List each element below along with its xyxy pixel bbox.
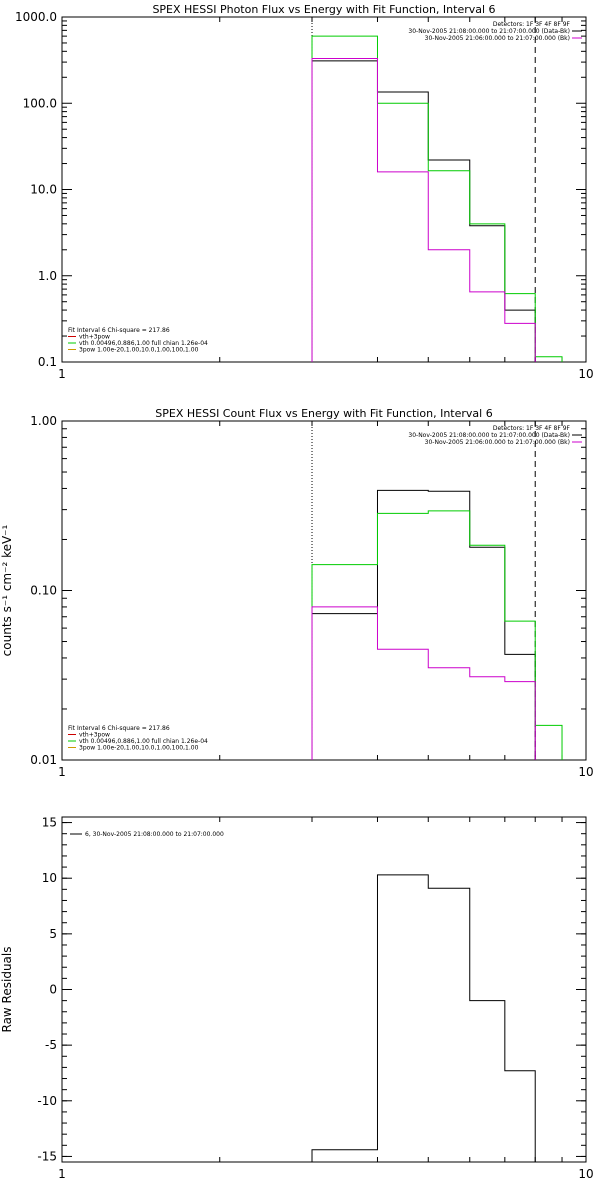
y-tick-label: 100.0 — [23, 96, 57, 110]
info-line: 30-Nov-2005 21:06:00.000 to 21:07:00.000… — [425, 439, 570, 446]
chart-title: SPEX HESSI Photon Flux vs Energy with Fi… — [152, 3, 495, 16]
x-tick-label: 10 — [578, 765, 593, 779]
plot-frame — [61, 420, 587, 761]
fit-legend-line: 3pow 1.00e-20,1.00,10.0,1.00,100,1.00 — [79, 745, 199, 752]
series-step-3 — [311, 58, 536, 362]
y-tick-label: 1.0 — [38, 269, 57, 283]
panel-3: 1 10 -15 -10 -5 0 5 10 15 Raw Residuals 6, 30-Nov-… — [0, 816, 594, 1181]
fit-legend-line: Fit Interval 6 Chi-square = 217.86 — [68, 725, 170, 732]
y-tick-label: 10 — [42, 871, 57, 885]
series-step-2 — [311, 35, 563, 362]
y-tick-label: -5 — [45, 1038, 57, 1052]
fit-legend-line: Fit Interval 6 Chi-square = 217.86 — [68, 327, 170, 334]
series-step-2 — [311, 510, 563, 760]
y-tick-label: 1.00 — [30, 414, 57, 428]
info-line: 30-Nov-2005 21:06:00.000 to 21:07:00.000… — [425, 35, 570, 42]
y-axis-label: Raw Residuals — [0, 947, 14, 1033]
y-tick-label: 0.1 — [38, 355, 57, 369]
plot-frame — [61, 816, 587, 1163]
fit-legend-line: vth+3pow — [79, 334, 110, 341]
panel-1: 1 10 0.1 1.0 10.0 100.0 1000.0 SPEX HESSI Photo… — [15, 3, 594, 381]
panel-2: 1 10 0.01 0.10 1.00 SPEX HESSI Count Flux vs … — [0, 407, 594, 779]
y-tick-label: 5 — [49, 927, 57, 941]
series-step-3 — [311, 606, 536, 760]
x-tick-label: 1 — [58, 1167, 66, 1181]
legend-text: 6, 30-Nov-2005 21:08:00.000 to 21:07:00.… — [85, 831, 224, 838]
series-step-1 — [311, 489, 536, 760]
fit-legend-line: vth 0.00496,0.886,1.00 full chian 1.26e-… — [79, 738, 208, 745]
x-tick-label: 10 — [578, 1167, 593, 1181]
y-tick-label: 10.0 — [30, 183, 57, 197]
fit-legend-line: vth+3pow — [79, 732, 110, 739]
y-tick-label: -15 — [37, 1149, 57, 1163]
info-line: 30-Nov-2005 21:08:00.000 to 21:07:00.000… — [408, 28, 570, 35]
series-step-1 — [311, 60, 536, 362]
y-tick-label: 1000.0 — [15, 10, 57, 24]
series-step-1 — [311, 874, 536, 1162]
y-tick-label: 0.01 — [30, 753, 57, 767]
y-tick-label: 15 — [42, 816, 57, 830]
y-tick-label: 0.10 — [30, 584, 57, 598]
y-axis-label: counts s⁻¹ cm⁻² keV⁻¹ — [0, 524, 14, 656]
fit-legend-line: 3pow 1.00e-20,1.00,10.0,1.00,100,1.00 — [79, 347, 199, 354]
info-line: Detectors: 1F 3F 4F 8F 9F — [493, 425, 571, 432]
x-tick-label: 1 — [58, 765, 66, 779]
y-tick-label: -10 — [37, 1094, 57, 1108]
x-tick-label: 1 — [58, 367, 66, 381]
chart-title: SPEX HESSI Count Flux vs Energy with Fit… — [155, 407, 492, 420]
info-line: Detectors: 1F 3F 4F 8F 9F — [493, 21, 571, 28]
x-tick-label: 10 — [578, 367, 593, 381]
info-line: 30-Nov-2005 21:08:00.000 to 21:07:00.000… — [408, 432, 570, 439]
fit-legend-line: vth 0.00496,0.886,1.00 full chian 1.26e-… — [79, 340, 208, 347]
y-tick-label: 0 — [49, 983, 57, 997]
